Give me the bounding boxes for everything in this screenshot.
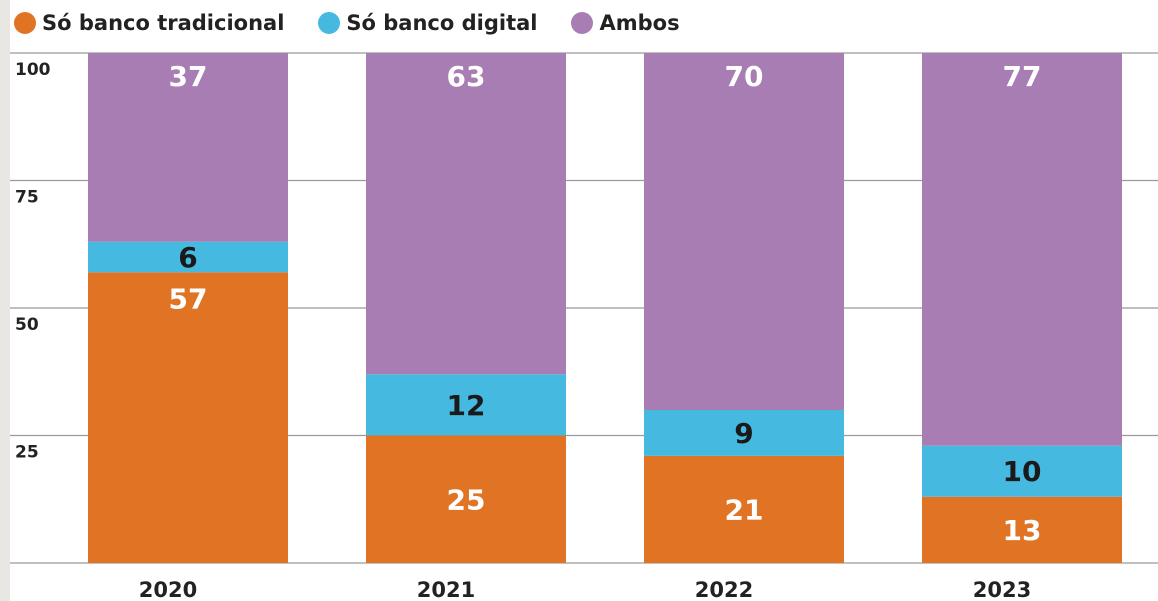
x-tick-label-2021: 2021 bbox=[417, 578, 475, 601]
data-label-2021-s2: 63 bbox=[447, 60, 486, 93]
legend-item-tradicional: Só banco tradicional bbox=[14, 11, 284, 35]
bar-segment-2022-s0 bbox=[644, 455, 844, 563]
data-label-2021-s0: 25 bbox=[447, 483, 486, 516]
x-tick-label-2020: 2020 bbox=[139, 578, 197, 601]
data-label-2020-s1: 6 bbox=[178, 241, 197, 274]
bar-segment-2022-s1 bbox=[644, 410, 844, 456]
left-edge-strip bbox=[0, 0, 10, 601]
x-tick-label-2022: 2022 bbox=[695, 578, 753, 601]
y-tick-label-100: 100 bbox=[15, 60, 51, 80]
legend-swatch-digital bbox=[318, 12, 341, 34]
bar-segment-2021-s0 bbox=[366, 435, 566, 563]
bar-segment-2022-s2 bbox=[644, 53, 844, 410]
bar-segment-2020-s0 bbox=[88, 272, 288, 563]
bar-segment-2021-s2 bbox=[366, 53, 566, 375]
legend-item-digital: Só banco digital bbox=[318, 11, 537, 35]
y-tick-label-50: 50 bbox=[15, 315, 39, 335]
legend: Só banco tradicional Só banco digital Am… bbox=[14, 8, 714, 38]
data-label-2022-s2: 70 bbox=[725, 60, 764, 93]
data-label-2022-s1: 9 bbox=[734, 417, 753, 450]
bar-segment-2020-s1 bbox=[88, 241, 288, 273]
data-label-2020-s2: 37 bbox=[169, 60, 208, 93]
bar-segment-2023-s2 bbox=[922, 53, 1122, 446]
data-label-2021-s1: 12 bbox=[447, 389, 486, 422]
legend-label-ambos: Ambos bbox=[599, 11, 680, 35]
data-label-2020-s0: 57 bbox=[169, 282, 208, 315]
legend-label-tradicional: Só banco tradicional bbox=[42, 11, 285, 35]
y-tick-label-25: 25 bbox=[15, 443, 39, 463]
bar-segment-2020-s2 bbox=[88, 53, 288, 242]
legend-label-digital: Só banco digital bbox=[346, 11, 538, 35]
data-label-2023-s1: 10 bbox=[1003, 455, 1042, 488]
data-label-2022-s0: 21 bbox=[725, 493, 764, 526]
x-tick-label-2023: 2023 bbox=[973, 578, 1031, 601]
data-label-2023-s0: 13 bbox=[1003, 514, 1042, 547]
legend-swatch-tradicional bbox=[14, 12, 36, 34]
bar-segment-2023-s0 bbox=[922, 496, 1122, 563]
data-label-2023-s2: 77 bbox=[1003, 60, 1042, 93]
y-tick-label-75: 75 bbox=[15, 188, 39, 208]
legend-swatch-ambos bbox=[571, 12, 594, 34]
legend-item-ambos: Ambos bbox=[571, 11, 680, 35]
bar-segment-2021-s1 bbox=[366, 374, 566, 436]
bar-segment-2023-s1 bbox=[922, 445, 1122, 497]
